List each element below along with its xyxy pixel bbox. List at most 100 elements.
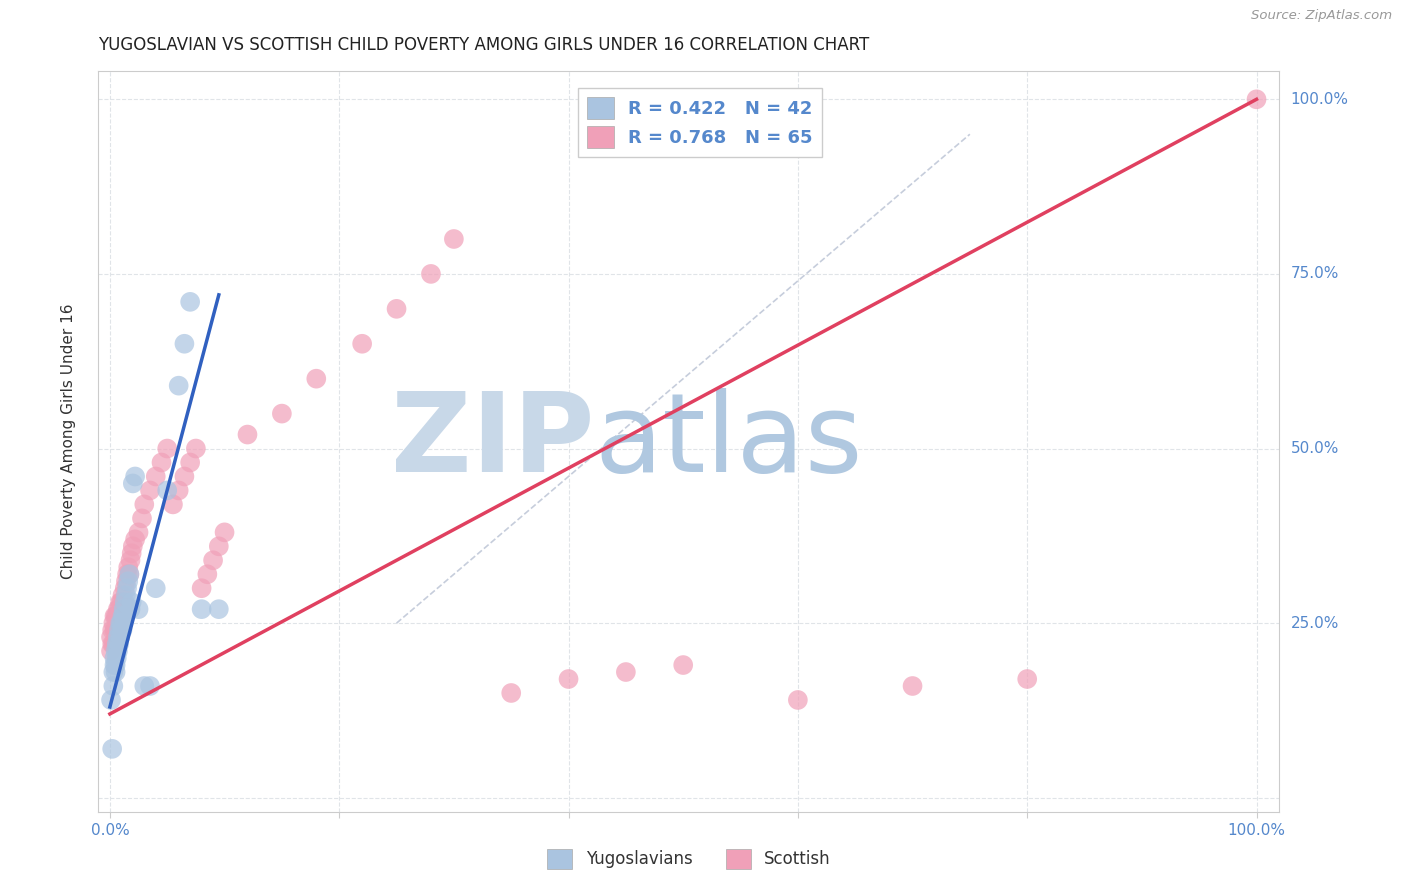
- Point: [110, 595, 132, 609]
- Point: [208, 539, 231, 553]
- Point: [145, 581, 167, 595]
- Point: [107, 602, 129, 616]
- Point: [118, 567, 141, 582]
- Point: [118, 567, 141, 582]
- Point: [385, 301, 408, 316]
- Point: [145, 469, 167, 483]
- Point: [120, 553, 142, 567]
- Text: ZIP: ZIP: [391, 388, 595, 495]
- Point: [150, 455, 173, 469]
- Text: 100.0%: 100.0%: [1291, 92, 1348, 107]
- Point: [134, 497, 156, 511]
- Point: [112, 602, 135, 616]
- Point: [420, 267, 443, 281]
- Point: [101, 637, 124, 651]
- Point: [107, 630, 129, 644]
- Point: [115, 588, 138, 602]
- Point: [167, 378, 190, 392]
- Point: [103, 651, 125, 665]
- Point: [121, 476, 143, 491]
- Point: [108, 630, 131, 644]
- Point: [111, 609, 134, 624]
- Point: [190, 602, 212, 616]
- Point: [117, 574, 139, 589]
- Point: [202, 553, 225, 567]
- Point: [139, 679, 162, 693]
- Point: [352, 336, 374, 351]
- Point: [103, 637, 125, 651]
- Point: [115, 567, 138, 582]
- Point: [190, 581, 212, 595]
- Point: [156, 442, 179, 456]
- Point: [115, 581, 138, 595]
- Point: [131, 511, 153, 525]
- Point: [162, 497, 184, 511]
- Point: [1017, 672, 1039, 686]
- Point: [103, 665, 125, 679]
- Point: [111, 588, 134, 602]
- Text: Source: ZipAtlas.com: Source: ZipAtlas.com: [1251, 9, 1392, 22]
- Point: [108, 609, 131, 624]
- Point: [167, 483, 190, 498]
- Point: [121, 539, 143, 553]
- Point: [105, 651, 128, 665]
- Legend: Yugoslavians, Scottish: Yugoslavians, Scottish: [538, 840, 839, 878]
- Point: [105, 623, 128, 637]
- Point: [108, 616, 131, 631]
- Point: [236, 427, 259, 442]
- Point: [270, 407, 292, 421]
- Point: [107, 616, 129, 631]
- Text: atlas: atlas: [595, 388, 863, 495]
- Point: [112, 595, 135, 609]
- Point: [103, 609, 125, 624]
- Point: [114, 595, 136, 609]
- Point: [179, 455, 201, 469]
- Point: [614, 665, 637, 679]
- Point: [108, 623, 131, 637]
- Point: [103, 616, 125, 631]
- Point: [214, 525, 236, 540]
- Point: [208, 602, 231, 616]
- Point: [124, 533, 146, 547]
- Point: [786, 693, 808, 707]
- Point: [112, 609, 135, 624]
- Point: [111, 623, 134, 637]
- Point: [110, 616, 132, 631]
- Point: [128, 525, 150, 540]
- Point: [134, 679, 156, 693]
- Point: [173, 469, 195, 483]
- Point: [110, 623, 132, 637]
- Point: [103, 658, 125, 673]
- Point: [101, 742, 124, 756]
- Point: [179, 294, 201, 309]
- Point: [104, 609, 127, 624]
- Y-axis label: Child Poverty Among Girls Under 16: Child Poverty Among Girls Under 16: [62, 304, 76, 579]
- Point: [139, 483, 162, 498]
- Point: [108, 616, 131, 631]
- Point: [195, 567, 218, 582]
- Point: [100, 630, 122, 644]
- Point: [101, 623, 124, 637]
- Point: [173, 336, 195, 351]
- Point: [124, 469, 146, 483]
- Point: [121, 546, 143, 560]
- Point: [110, 609, 132, 624]
- Point: [443, 232, 465, 246]
- Point: [100, 644, 122, 658]
- Point: [104, 623, 127, 637]
- Point: [105, 609, 128, 624]
- Point: [100, 693, 122, 707]
- Point: [103, 623, 125, 637]
- Point: [104, 637, 127, 651]
- Point: [105, 637, 128, 651]
- Point: [104, 665, 127, 679]
- Point: [501, 686, 523, 700]
- Point: [117, 560, 139, 574]
- Point: [108, 595, 131, 609]
- Point: [111, 602, 134, 616]
- Text: 25.0%: 25.0%: [1291, 615, 1339, 631]
- Text: 75.0%: 75.0%: [1291, 267, 1339, 281]
- Point: [305, 372, 328, 386]
- Point: [120, 602, 142, 616]
- Point: [108, 637, 131, 651]
